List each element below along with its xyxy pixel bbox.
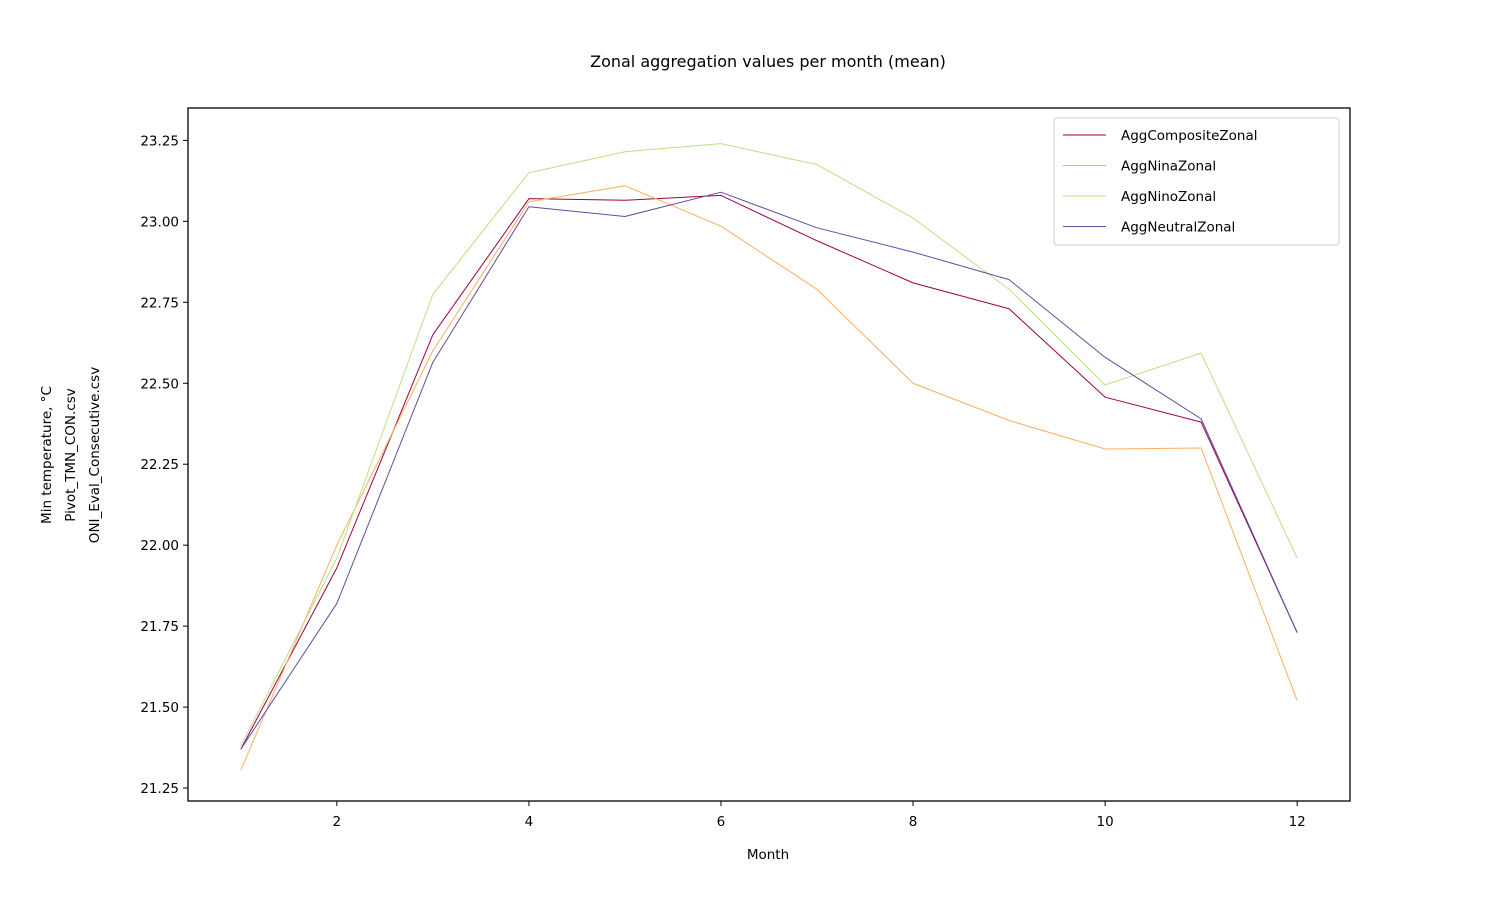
series-line-aggcompositezonal (240, 194, 1298, 750)
legend-label: AggNeutralZonal (1121, 220, 1235, 236)
y-axis-label-line-3: ONI_Eval_Consecutive.csv (87, 367, 103, 543)
legend-label: AggNinoZonal (1121, 189, 1216, 205)
series-line-aggninazonal (240, 185, 1298, 771)
y-tick-label: 23.00 (140, 214, 179, 230)
legend-label: AggCompositeZonal (1121, 128, 1258, 144)
y-tick-label: 22.25 (140, 457, 179, 473)
x-tick-label: 8 (909, 814, 918, 830)
legend: AggCompositeZonal AggNinaZonal AggNinoZona… (1053, 117, 1340, 246)
y-axis: 21.25 21.50 21.75 22.00 22.25 22.50 22.75 23.00… (140, 133, 188, 797)
x-tick-label: 4 (525, 814, 534, 830)
y-axis-label-line-1: Min temperature, °C (39, 386, 55, 524)
chart-title: Zonal aggregation values per month (mean… (590, 52, 946, 71)
y-tick-label: 21.25 (140, 781, 179, 797)
x-axis-label: Month (747, 847, 789, 863)
x-tick-label: 2 (333, 814, 342, 830)
y-axis-label-line-2: Pivot_TMN_CON.csv (63, 388, 79, 522)
x-tick-label: 6 (717, 814, 726, 830)
y-tick-label: 22.75 (140, 295, 179, 311)
legend-box (1053, 117, 1340, 246)
y-tick-label: 22.00 (140, 538, 179, 554)
plot-area (240, 143, 1298, 771)
y-tick-label: 23.25 (140, 133, 179, 149)
legend-label: AggNinaZonal (1121, 159, 1216, 175)
series-line-aggneutralzonal (240, 191, 1298, 750)
x-tick-label: 12 (1289, 814, 1306, 830)
x-axis: 2 4 6 8 10 12 (333, 801, 1306, 830)
x-tick-label: 10 (1097, 814, 1114, 830)
axes-frame (187, 107, 1351, 802)
y-tick-label: 22.50 (140, 376, 179, 392)
y-tick-label: 21.75 (140, 619, 179, 635)
series-line-aggninozonal (240, 143, 1298, 747)
y-tick-label: 21.50 (140, 700, 179, 716)
